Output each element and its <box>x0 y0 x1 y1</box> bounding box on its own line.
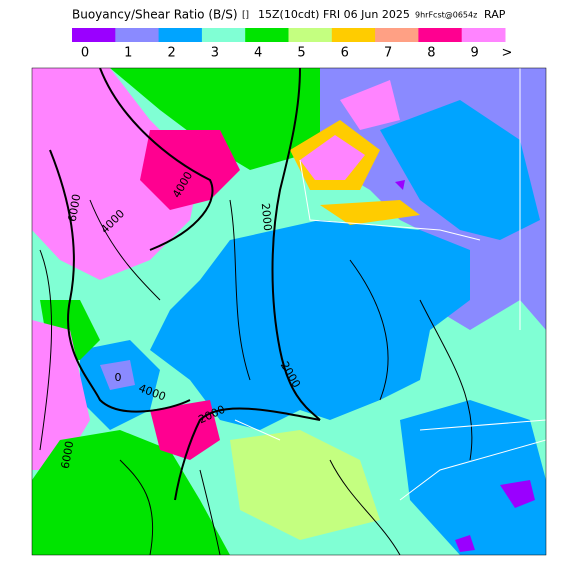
colorbar-swatch <box>201 28 246 42</box>
units: [] <box>242 11 249 21</box>
field-9 <box>340 80 400 130</box>
colorbar-label: 6 <box>341 46 349 61</box>
valid-time: 15Z(10cdt) FRI 06 Jun 2025 <box>258 8 410 21</box>
colorbar-label: 9 <box>471 46 479 61</box>
colorbar-swatch <box>115 28 160 42</box>
colorbar-swatch <box>461 28 506 42</box>
contour-label: 6000 <box>66 193 84 223</box>
field-4 <box>110 68 320 170</box>
field-0 <box>395 180 405 190</box>
contour-line <box>49 149 191 413</box>
contour-label: 6000 <box>59 440 77 470</box>
field-1 <box>100 360 135 390</box>
field-9 <box>300 135 365 180</box>
colorbar-swatch <box>288 28 333 42</box>
contour-line <box>174 407 321 501</box>
colorbar-label: 8 <box>427 46 435 61</box>
colorbar-label: 7 <box>384 46 392 61</box>
colorbar-swatch <box>375 28 419 42</box>
field-2 <box>400 400 546 555</box>
contour-line <box>99 68 214 251</box>
colorbar: 0 1 2 3 4 5 6 7 8 9 > <box>72 28 512 61</box>
colorbar-label: 3 <box>211 46 219 61</box>
colorbar-label: 5 <box>297 46 305 61</box>
field-2 <box>380 100 540 240</box>
field-2 <box>150 220 470 430</box>
contour-line <box>271 68 321 421</box>
colorbar-swatch <box>158 28 203 42</box>
contour-label: 0 <box>115 371 122 384</box>
field-0 <box>455 535 475 552</box>
field-9 <box>32 68 200 280</box>
field-0 <box>500 480 535 508</box>
colorbar-label: 4 <box>254 46 262 61</box>
contour-line <box>39 199 473 555</box>
colorbar-swatch <box>72 28 116 42</box>
colorbar-overflow: > <box>502 46 513 61</box>
contour-label: 2000 <box>259 202 274 231</box>
title: Buoyancy/Shear Ratio (B/S) <box>72 8 238 22</box>
field-4 <box>32 430 230 555</box>
map-frame <box>31 67 547 556</box>
model: RAP <box>484 8 506 21</box>
colorbar-label: 0 <box>81 46 89 61</box>
field-8 <box>150 400 220 460</box>
colorbar-label: 1 <box>124 46 132 61</box>
field-6 <box>320 200 420 225</box>
colorbar-swatch <box>418 28 463 42</box>
colorbar-label: 2 <box>167 46 175 61</box>
field-5 <box>230 430 380 540</box>
forecast-hour: 9hrFcst@0654z <box>415 11 477 20</box>
colorbar-swatch <box>245 28 289 42</box>
state-boundary <box>234 68 546 501</box>
colorbar-swatch <box>331 28 376 42</box>
